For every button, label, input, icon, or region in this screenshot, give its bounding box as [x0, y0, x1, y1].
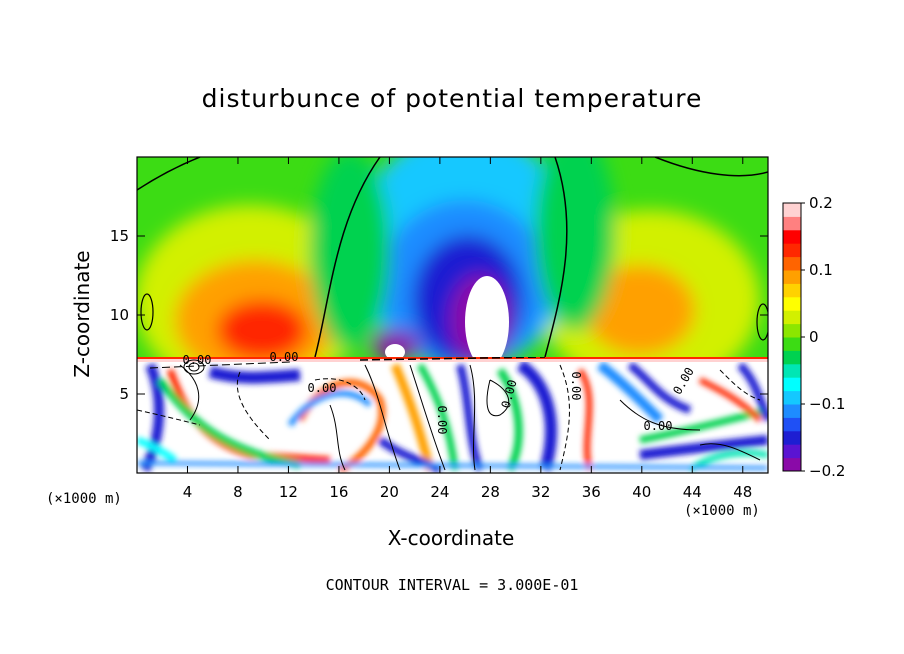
x-tick-label: 8: [233, 483, 243, 501]
colorbar-tick-label: −0.1: [809, 395, 845, 413]
colorbar-swatch: [783, 444, 801, 459]
colorbar-swatch: [783, 203, 801, 217]
contour-label: 0.00: [308, 381, 337, 395]
colorbar-swatch: [783, 216, 801, 231]
x-tick-label: 48: [733, 483, 752, 501]
lower-field: [137, 357, 768, 473]
contour-labels: 0.000.000.000.000.000.000.000.00: [183, 350, 697, 434]
y-tick-label: 5: [119, 385, 129, 403]
colorbar-swatch: [783, 243, 801, 258]
colorbar-swatch: [783, 323, 801, 338]
x-unit-left: (×1000 m): [46, 491, 122, 507]
colorbar-swatch: [783, 377, 801, 392]
x-ticks: 4 8 12 16 20 24 28 32 36 40 44 48: [183, 157, 752, 501]
contour-label: 0.00: [644, 419, 673, 433]
y-tick-label: 15: [110, 227, 129, 245]
x-tick-label: 20: [380, 483, 399, 501]
contour-label: 0.00: [183, 353, 212, 367]
colorbar-swatch: [783, 270, 801, 284]
colorbar-swatch: [783, 430, 801, 445]
x-tick-label: 36: [582, 483, 601, 501]
colorbar-swatch: [783, 404, 801, 418]
colorbar-tick-label: 0.2: [809, 194, 833, 212]
colorbar-swatch: [783, 363, 801, 378]
colorbar-swatch: [783, 337, 801, 351]
y-axis-label: Z-coordinate: [70, 250, 94, 378]
x-tick-label: 16: [329, 483, 348, 501]
contour-interval-note: CONTOUR INTERVAL = 3.000E-01: [325, 576, 579, 594]
colorbar-tick-label: 0: [809, 328, 819, 346]
y-ticks: 5 10 15: [110, 227, 768, 403]
x-tick-label: 12: [279, 483, 298, 501]
x-tick-label: 24: [430, 483, 449, 501]
colorbar-swatch: [783, 229, 801, 244]
colorbar-swatch: [783, 283, 801, 298]
colorbar: 0.2 0.1 0 −0.1 −0.2: [782, 194, 845, 480]
colorbar-swatch: [783, 296, 801, 311]
chart-title: disturbunce of potential temperature: [201, 84, 703, 113]
x-tick-label: 32: [531, 483, 550, 501]
contour-label: 0.00: [569, 372, 583, 401]
colorbar-tick-label: 0.1: [809, 261, 833, 279]
x-tick-label: 28: [481, 483, 500, 501]
x-axis-label: X-coordinate: [387, 526, 515, 550]
upper-field: [137, 157, 768, 357]
colorbar-tick-label: −0.2: [809, 462, 845, 480]
x-unit-right: (×1000 m): [684, 503, 760, 519]
colorbar-swatch: [783, 390, 801, 405]
contour-label: 0.00: [435, 406, 449, 435]
colorbar-swatch: [783, 350, 801, 365]
colorbar-swatch: [783, 310, 801, 325]
colorbar-swatch: [783, 457, 801, 472]
y-tick-label: 10: [110, 306, 129, 324]
x-tick-label: 44: [683, 483, 702, 501]
colorbar-swatch: [783, 417, 801, 432]
x-tick-label: 4: [183, 483, 193, 501]
contour-label: 0.00: [270, 350, 299, 364]
colorbar-swatch: [783, 256, 801, 271]
x-tick-label: 40: [632, 483, 651, 501]
